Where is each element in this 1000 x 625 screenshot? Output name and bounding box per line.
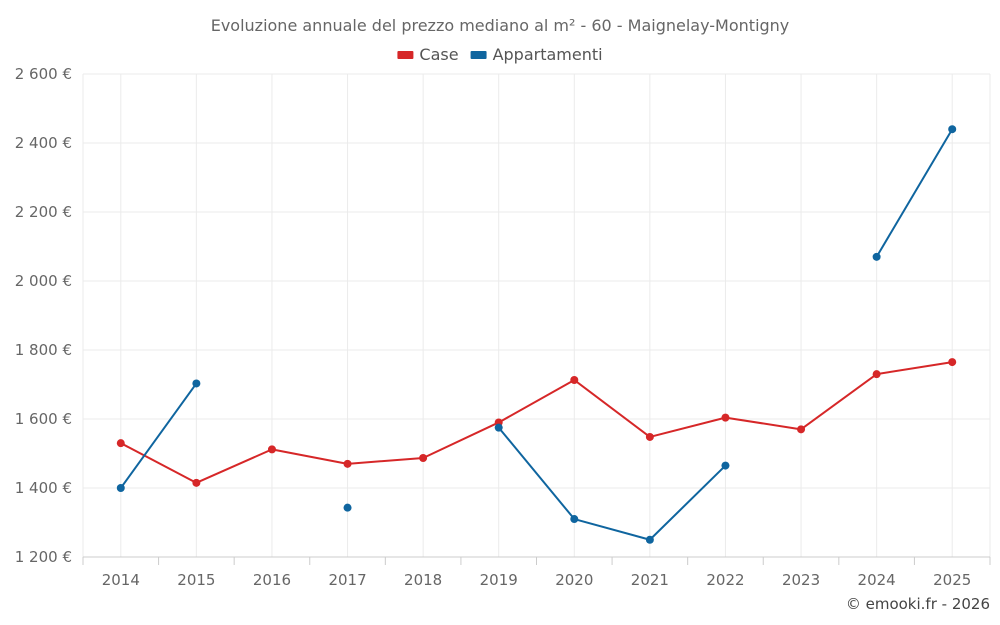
x-tick-label: 2017 — [328, 571, 366, 589]
data-point[interactable] — [570, 376, 579, 385]
legend-item-case[interactable]: Case — [397, 45, 459, 64]
x-tick-label: 2019 — [480, 571, 518, 589]
x-tick-label: 2015 — [177, 571, 215, 589]
series-line — [119, 361, 954, 484]
y-tick-label: 1 200 € — [15, 548, 72, 566]
x-axis: 2014 2015 2016 2017 2018 2019 2020 2021 2022 2023… — [82, 556, 991, 589]
data-point[interactable] — [872, 252, 881, 261]
data-point[interactable] — [116, 484, 125, 492]
chart-title: Evoluzione annuale del prezzo mediano al… — [211, 16, 790, 35]
grid — [82, 73, 991, 557]
legend-swatch — [397, 51, 414, 59]
data-point[interactable] — [192, 478, 201, 487]
series-line — [875, 128, 954, 258]
y-tick-label: 1 800 € — [15, 341, 72, 359]
x-tick-label: 2018 — [404, 571, 442, 589]
legend[interactable]: Case Appartamenti — [397, 45, 603, 64]
legend-label: Case — [419, 45, 458, 64]
x-tick-label: 2022 — [706, 571, 744, 589]
x-tick-label: 2025 — [933, 571, 971, 589]
y-tick-label: 1 400 € — [15, 479, 72, 497]
data-point[interactable] — [192, 379, 201, 388]
data-point[interactable] — [645, 432, 654, 441]
x-tick-label: 2024 — [858, 571, 896, 589]
credit-text: © emooki.fr - 2026 — [846, 595, 990, 613]
data-point[interactable] — [797, 425, 806, 434]
data-point[interactable] — [419, 453, 428, 462]
legend-swatch — [470, 51, 487, 59]
x-tick-label: 2016 — [253, 571, 291, 589]
data-point[interactable] — [343, 459, 352, 468]
y-tick-label: 1 600 € — [15, 410, 72, 428]
series-line — [497, 426, 727, 541]
data-point[interactable] — [948, 125, 957, 134]
data-point[interactable] — [494, 423, 503, 432]
y-axis: 1 200 € 1 400 € 1 600 € 1 800 € 2 000 € 2 200… — [15, 65, 72, 566]
x-tick-label: 2021 — [631, 571, 669, 589]
y-tick-label: 2 000 € — [15, 272, 72, 290]
x-tick-label: 2020 — [555, 571, 593, 589]
data-point[interactable] — [721, 413, 730, 422]
data-point[interactable] — [343, 503, 352, 512]
data-point[interactable] — [721, 461, 730, 470]
data-point[interactable] — [116, 439, 125, 448]
x-tick-label: 2014 — [102, 571, 140, 589]
y-tick-label: 2 600 € — [15, 65, 72, 83]
data-point[interactable] — [570, 515, 579, 524]
legend-item-appartamenti[interactable]: Appartamenti — [470, 45, 603, 64]
series-group — [116, 125, 957, 544]
data-point[interactable] — [645, 535, 654, 544]
series-appartamenti — [116, 125, 957, 544]
data-point[interactable] — [267, 445, 276, 454]
data-point[interactable] — [872, 370, 881, 379]
data-point[interactable] — [948, 358, 957, 367]
y-tick-label: 2 200 € — [15, 203, 72, 221]
y-tick-label: 2 400 € — [15, 134, 72, 152]
legend-label: Appartamenti — [493, 45, 603, 64]
x-tick-label: 2023 — [782, 571, 820, 589]
series-case — [116, 358, 957, 487]
series-line — [119, 382, 198, 489]
